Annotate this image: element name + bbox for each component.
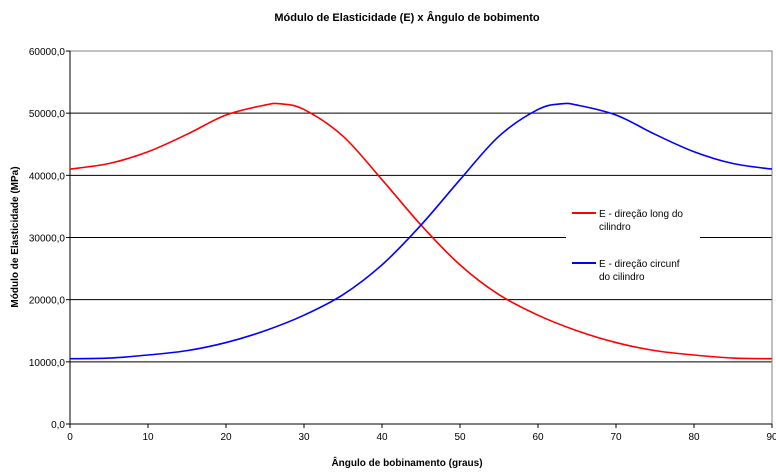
x-tick-label: 30 — [298, 432, 310, 443]
grid-lines — [70, 112, 772, 363]
chart-title: Módulo de Elasticidade (E) x Ângulo de b… — [274, 11, 540, 24]
x-tick-label: 60 — [532, 432, 544, 443]
y-tick-label: 40000,0 — [29, 171, 66, 182]
legend-box — [566, 193, 700, 286]
y-tick-label: 30000,0 — [29, 234, 66, 245]
x-tick-label: 20 — [220, 432, 232, 443]
x-tick-label: 0 — [67, 432, 73, 443]
legend-label-long-line1: E - direção long do — [599, 209, 683, 220]
y-tick-label: 60000,0 — [29, 47, 66, 58]
x-tick-label: 50 — [454, 432, 466, 443]
series-line-circunf — [69, 102, 773, 360]
x-tick-label: 80 — [688, 432, 700, 443]
x-tick-label: 40 — [376, 432, 388, 443]
series-lines — [69, 102, 773, 360]
legend-label-circunf-line1: E - direção circunf — [599, 259, 680, 270]
legend: E - direção long do cilindro E - direção… — [566, 193, 700, 286]
x-tick-label: 10 — [142, 432, 154, 443]
x-axis-label: Ângulo de bobinamento (graus) — [331, 456, 482, 469]
y-tick-label: 50000,0 — [29, 109, 66, 120]
y-tick-label: 10000,0 — [29, 358, 66, 369]
y-ticks: 0,0 10000,0 20000,0 30000,0 40000,0 50000,0 60… — [29, 47, 70, 431]
y-axis-label: Módulo de Elasticidade (MPa) — [10, 166, 21, 307]
legend-label-long-line2: cilindro — [599, 222, 631, 233]
y-tick-label: 0,0 — [51, 420, 65, 431]
x-tick-label: 90 — [766, 432, 776, 443]
x-tick-label: 70 — [610, 432, 622, 443]
x-ticks: 0 10 20 30 40 50 60 70 80 90 — [67, 424, 776, 443]
y-tick-label: 20000,0 — [29, 296, 66, 307]
legend-label-circunf-line2: do cilindro — [599, 272, 645, 283]
series-line-long — [69, 102, 773, 360]
